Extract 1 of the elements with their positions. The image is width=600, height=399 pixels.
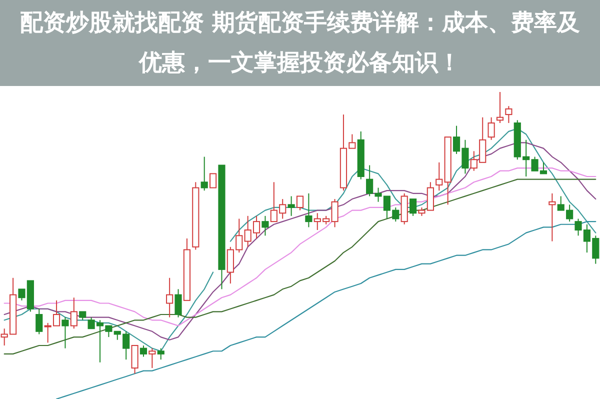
chart-title: 配资炒股就找配资 期货配资手续费详解：成本、费率及优惠，一文掌握投资必备知识！: [18, 9, 581, 78]
